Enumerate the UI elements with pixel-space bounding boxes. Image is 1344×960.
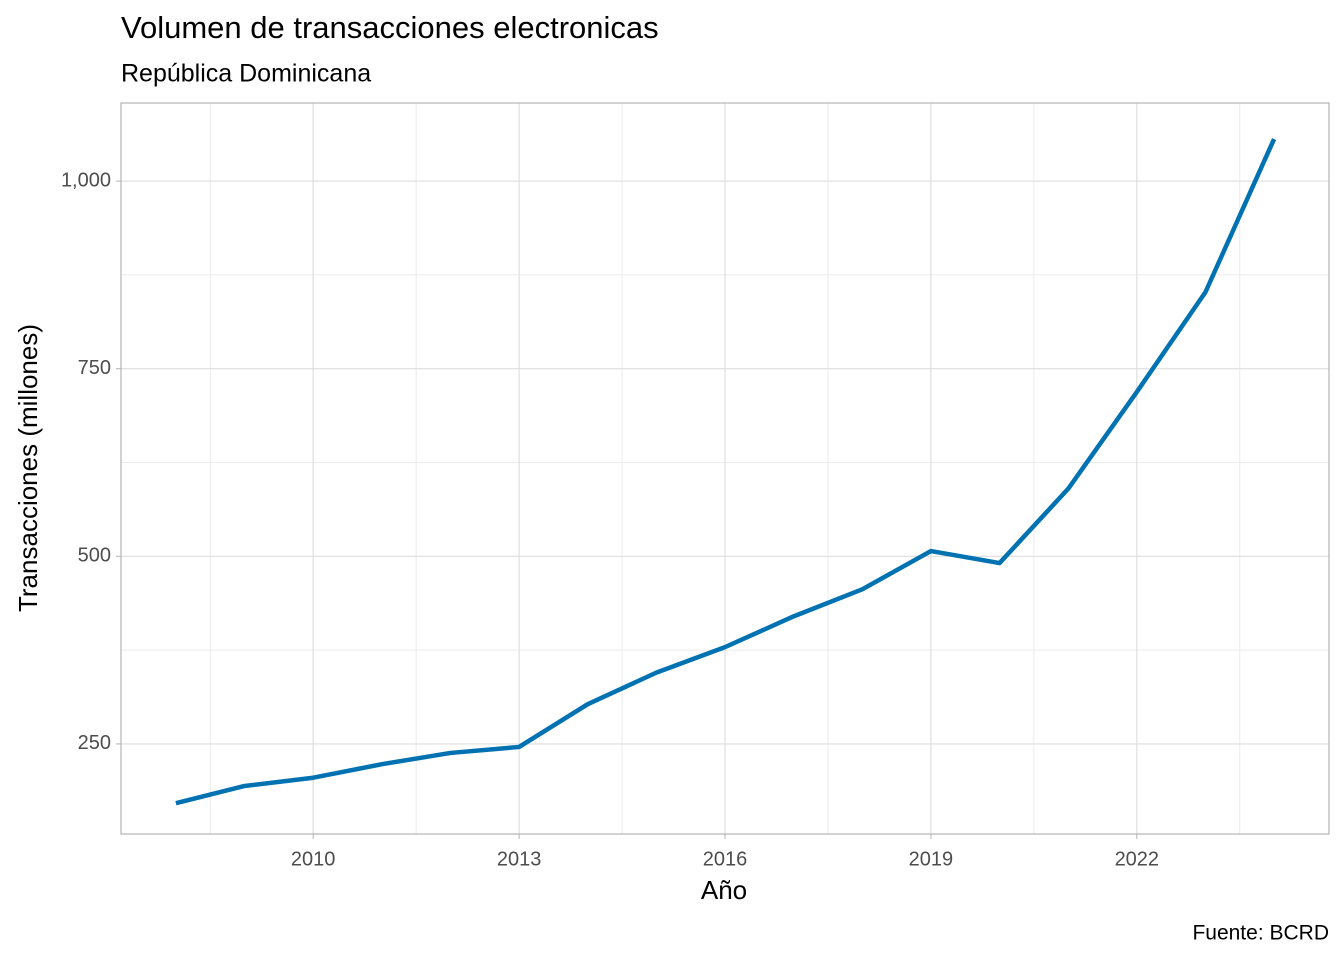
x-tick-label: 2019 xyxy=(909,848,954,870)
x-tick-label: 2022 xyxy=(1115,848,1160,870)
y-tick-label: 750 xyxy=(78,357,111,379)
y-tick-label: 250 xyxy=(78,732,111,754)
chart-title: Volumen de transacciones electronicas xyxy=(121,10,659,45)
line-series xyxy=(175,138,1277,806)
x-tick-label: 2013 xyxy=(497,848,542,870)
chart-subtitle: República Dominicana xyxy=(121,60,371,88)
x-tick-label: 2016 xyxy=(703,848,748,870)
caption: Fuente: BCRD xyxy=(1192,922,1329,945)
x-tick-label: 2010 xyxy=(291,848,336,870)
y-tick-label: 1,000 xyxy=(61,169,111,191)
panel-border xyxy=(120,102,1330,835)
x-axis-title: Año xyxy=(701,875,747,905)
y-axis-title: Transacciones (millones) xyxy=(13,324,43,612)
y-tick-label: 500 xyxy=(78,545,111,567)
